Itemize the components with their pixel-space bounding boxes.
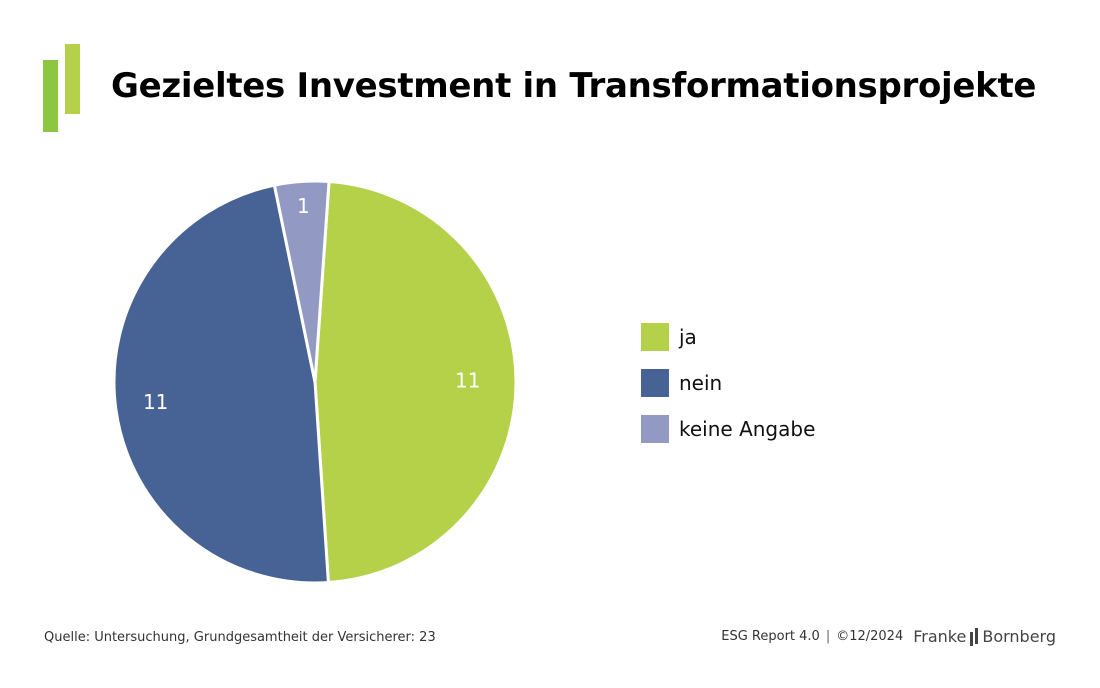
logo-bars xyxy=(43,44,83,134)
legend-item-nein: nein xyxy=(641,368,815,398)
legend-item-ja: ja xyxy=(641,322,815,352)
chart-title: Gezieltes Investment in Transformationsp… xyxy=(111,66,1037,106)
logo-bar-left xyxy=(43,60,58,132)
legend-swatch-keine-angabe xyxy=(641,415,669,443)
brand-name-right: Bornberg xyxy=(982,627,1056,646)
report-date: ©12/2024 xyxy=(836,629,904,644)
legend-label-keine-angabe: keine Angabe xyxy=(679,417,816,441)
pie-slice-ja xyxy=(313,179,518,585)
pie-label-ja: 11 xyxy=(455,369,480,393)
pie-slice-keine-angabe xyxy=(272,179,331,384)
legend-item-keine-angabe: keine Angabe xyxy=(641,414,815,444)
source-note: Quelle: Untersuchung, Grundgesamtheit de… xyxy=(44,630,436,645)
brand-name-left: Franke xyxy=(913,627,967,646)
pie-slice-nein xyxy=(112,183,330,585)
legend-label-nein: nein xyxy=(679,371,723,395)
footer-separator: | xyxy=(825,629,831,644)
pie-label-keine-angabe: 1 xyxy=(297,194,310,218)
logo-bar-right xyxy=(65,44,80,114)
footer-credits: ESG Report 4.0 | ©12/2024 Franke Bornber… xyxy=(721,627,1056,646)
legend-label-ja: ja xyxy=(679,325,697,349)
legend: ja nein keine Angabe xyxy=(641,322,815,460)
legend-swatch-nein xyxy=(641,369,669,397)
brand-mark-icon xyxy=(970,627,979,646)
pie-label-nein: 11 xyxy=(143,390,168,414)
legend-swatch-ja xyxy=(641,323,669,351)
report-name: ESG Report 4.0 xyxy=(721,629,820,644)
brand-logo: Franke Bornberg xyxy=(913,627,1056,646)
